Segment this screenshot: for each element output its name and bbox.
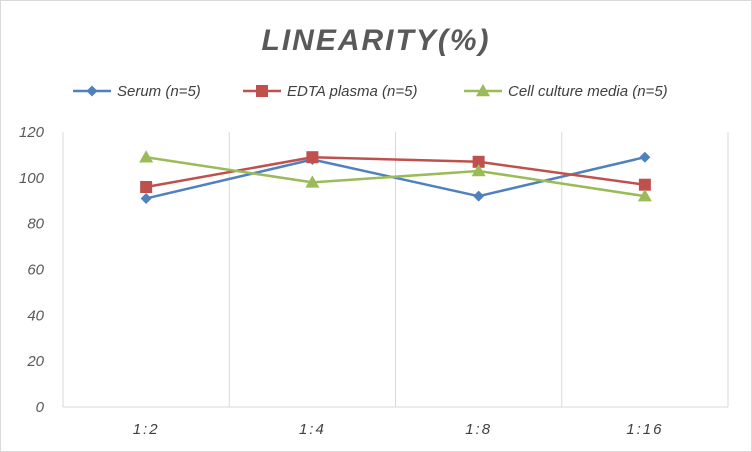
data-point bbox=[140, 192, 152, 204]
data-point bbox=[638, 178, 651, 191]
data-point bbox=[140, 181, 153, 193]
data-point bbox=[637, 189, 652, 202]
series-layer bbox=[139, 150, 652, 204]
y-tick-label: 120 bbox=[19, 124, 45, 141]
legend-label: Serum (n=5) bbox=[117, 83, 201, 100]
x-tick-label: 1:16 bbox=[626, 421, 663, 438]
y-tick-label: 0 bbox=[36, 399, 45, 416]
data-point bbox=[471, 163, 486, 177]
x-tick-label: 1:4 bbox=[299, 421, 326, 438]
y-tick-label: 100 bbox=[19, 170, 45, 187]
data-point bbox=[305, 175, 320, 188]
series-line bbox=[145, 155, 646, 189]
legend-label: Cell culture media (n=5) bbox=[508, 83, 668, 100]
series-square bbox=[140, 151, 651, 193]
y-tick-label: 60 bbox=[27, 262, 44, 279]
y-tick-label: 20 bbox=[26, 353, 44, 370]
data-point bbox=[639, 151, 651, 163]
data-point bbox=[139, 150, 154, 163]
legend-marker bbox=[476, 84, 490, 97]
legend-marker bbox=[86, 85, 98, 97]
data-point bbox=[306, 151, 319, 164]
series-triangle bbox=[139, 150, 652, 202]
legend-marker bbox=[256, 85, 268, 97]
axes: 0 20 40 60 80 100 120 1:2 1:4 1:8 1:16 bbox=[19, 124, 728, 438]
y-tick-label: 40 bbox=[27, 307, 44, 324]
legend-item: EDTA plasma (n=5) bbox=[243, 83, 417, 100]
legend: Serum (n=5) EDTA plasma (n=5) Cell culture… bbox=[73, 83, 668, 100]
x-tick-label: 1:2 bbox=[133, 421, 160, 438]
y-tick-label: 80 bbox=[27, 216, 44, 233]
chart-title: LINEARITY(%) bbox=[262, 24, 491, 57]
legend-label: EDTA plasma (n=5) bbox=[287, 83, 417, 100]
data-point bbox=[473, 190, 485, 202]
x-tick-label: 1:8 bbox=[465, 421, 492, 438]
legend-item: Serum (n=5) bbox=[73, 83, 201, 100]
data-point bbox=[472, 155, 485, 168]
legend-item: Cell culture media (n=5) bbox=[464, 83, 668, 100]
series-line bbox=[145, 155, 646, 198]
